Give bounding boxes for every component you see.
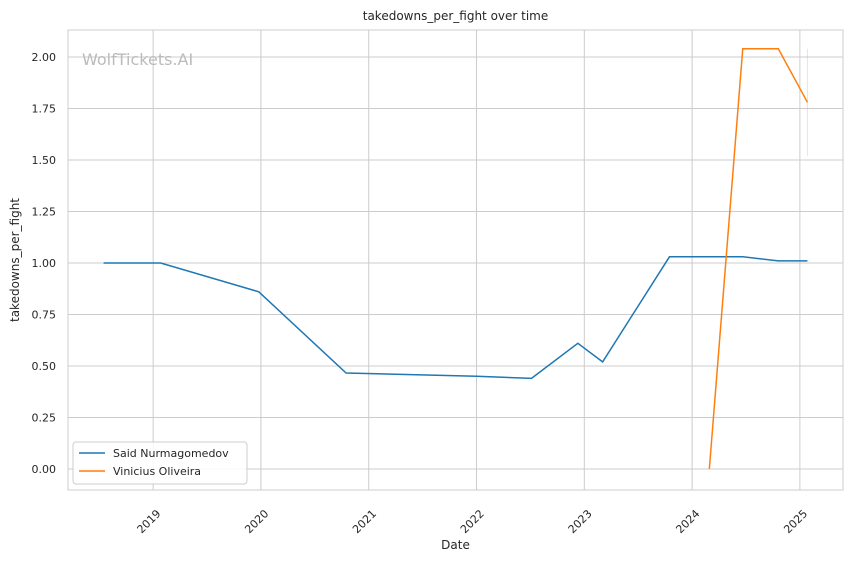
y-tick-label: 2.00 xyxy=(32,51,57,64)
y-tick-label: 1.50 xyxy=(32,154,57,167)
y-tick-label: 1.25 xyxy=(32,205,57,218)
y-tick-label: 0.25 xyxy=(32,411,57,424)
x-tick-label: 2020 xyxy=(242,507,271,536)
x-tick-label: 2024 xyxy=(673,507,702,536)
y-tick-label: 1.00 xyxy=(32,257,57,270)
x-tick-label: 2025 xyxy=(781,507,810,536)
y-axis-label: takedowns_per_fight xyxy=(8,198,22,322)
series-line-said-nurmagomedov xyxy=(103,256,808,380)
x-tick-label: 2022 xyxy=(458,507,487,536)
y-tick-label: 1.75 xyxy=(32,102,57,115)
watermark: WolfTickets.AI xyxy=(82,50,193,69)
legend xyxy=(72,441,248,485)
legend-label: Said Nurmagomedov xyxy=(113,447,229,460)
x-tick-label: 2019 xyxy=(135,507,164,536)
plot-frame xyxy=(67,29,844,491)
series-line-vinicius-oliveira xyxy=(708,47,809,470)
chart-title: takedowns_per_fight over time xyxy=(363,9,549,23)
legend-label: Vinicius Oliveira xyxy=(113,465,201,478)
x-tick-label: 2021 xyxy=(350,507,379,536)
y-tick-label: 0.00 xyxy=(32,463,57,476)
x-tick-label: 2023 xyxy=(566,507,595,536)
y-tick-label: 0.50 xyxy=(32,360,57,373)
x-axis-label: Date xyxy=(441,538,470,552)
y-tick-label: 0.75 xyxy=(32,308,57,321)
